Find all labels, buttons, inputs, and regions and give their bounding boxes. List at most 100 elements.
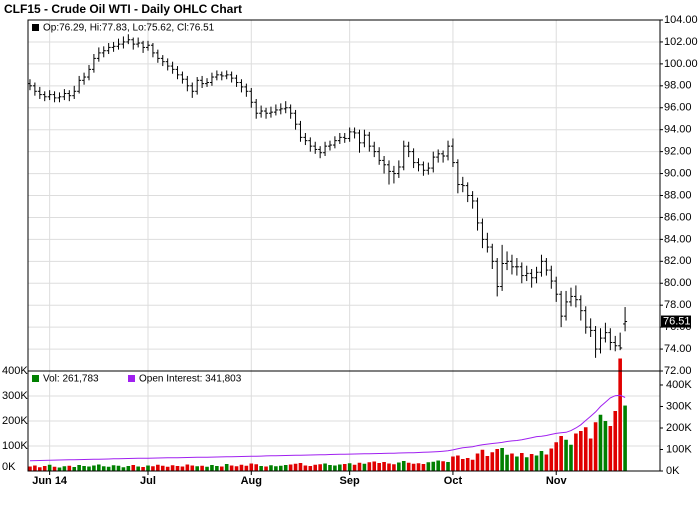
y-tick-label: 102.00 [664, 36, 698, 48]
volume-bar [569, 444, 573, 471]
volume-bar [456, 455, 460, 471]
volume-bar [175, 466, 180, 471]
volume-bar [283, 465, 288, 471]
volume-bar [254, 464, 259, 471]
chart-title: CLF15 - Crude Oil WTI - Daily OHLC Chart [4, 2, 242, 16]
y-tick-label: 94.00 [664, 124, 692, 136]
volume-bar [293, 463, 298, 471]
volume-bar [318, 464, 322, 471]
volume-bar [190, 465, 195, 471]
volume-bar [28, 466, 32, 471]
volume-bar [205, 466, 209, 471]
volume-bar [156, 464, 160, 471]
y-tick-label: 84.00 [664, 233, 692, 245]
volume-bar [244, 465, 249, 471]
volume-bar [146, 465, 150, 471]
volume-bar [362, 463, 367, 471]
volume-bar [97, 464, 101, 471]
y-tick-label: 72.00 [664, 365, 692, 377]
volume-bar [564, 439, 568, 471]
volume-bar [87, 466, 91, 471]
y2-tick-label: 400K [666, 379, 692, 391]
marks-layer [27, 34, 628, 471]
volume-bar [165, 466, 170, 471]
volume-bar [382, 462, 386, 471]
y-tick-label: 78.00 [664, 299, 692, 311]
volume-bar [598, 414, 603, 471]
volume-bar [308, 466, 313, 471]
legend-swatch [32, 24, 39, 31]
volume-bar [239, 464, 244, 471]
y2-tick-label: 0K [666, 465, 680, 477]
volume-bar [33, 465, 37, 471]
legend-entry: Open Interest: 341,803 [139, 374, 242, 385]
y-tick-label: 100.00 [664, 58, 698, 70]
volume-bar [515, 456, 519, 471]
volume-bar [210, 465, 214, 471]
volume-bar [67, 465, 72, 471]
y-tick-label: 86.00 [664, 211, 692, 223]
volume-bar [436, 460, 440, 471]
y2-tick-label: 200K [666, 422, 692, 434]
volume-bar [234, 466, 239, 471]
volume-bar [357, 462, 362, 471]
volume-bar [229, 465, 234, 471]
x-tick-label: Oct [444, 475, 463, 487]
volume-bar [485, 456, 490, 471]
volume-bar [519, 453, 524, 471]
volume-bar [151, 466, 155, 471]
volume-bar [559, 436, 563, 471]
volume-bar [185, 464, 190, 471]
volume-bar [224, 464, 229, 471]
volume-bar [121, 467, 126, 471]
volume-bar [77, 465, 81, 471]
volume-bar [298, 463, 303, 471]
y-tick-label: 90.00 [664, 167, 692, 179]
volume-bar [411, 463, 416, 471]
y2-tick-label: 300K [666, 400, 692, 412]
volume-bar [372, 461, 377, 471]
legend-entry: Vol: 261,783 [43, 374, 99, 385]
volume-bar [588, 438, 593, 471]
volume-bar [274, 466, 278, 471]
x-tick-label: Jun 14 [32, 475, 68, 487]
volume-bar [141, 467, 145, 471]
y-tick-label: 96.00 [664, 102, 692, 114]
volume-bar [126, 466, 131, 471]
volume-bar [52, 466, 57, 471]
open-interest-line [29, 394, 626, 462]
y-tick-label: 98.00 [664, 80, 692, 92]
last-price-box [661, 315, 691, 328]
volume-bar [170, 465, 175, 471]
volume-bar [406, 462, 411, 471]
volume-bar [613, 411, 618, 471]
volume-bar [259, 466, 263, 471]
volume-bar [524, 457, 529, 471]
volume-bar [279, 465, 283, 471]
x-tick-label: Nov [546, 475, 568, 487]
volume-bar [465, 458, 470, 471]
volume-bar [342, 464, 347, 471]
volume-bar [505, 454, 509, 471]
volume-bar [72, 467, 77, 471]
volume-panel-frame [27, 370, 661, 472]
y2-tick-label: 100K [666, 443, 692, 455]
volume-bar [377, 463, 381, 471]
y-tick-label: 200K [2, 415, 28, 427]
volume-bar [131, 465, 136, 471]
volume-bar [264, 466, 268, 471]
volume-bar [323, 463, 327, 471]
y-tick-label: 88.00 [664, 189, 692, 201]
y-tick-label: 80.00 [664, 277, 692, 289]
volume-bar [338, 464, 342, 471]
volume-bar [480, 449, 485, 471]
legend-swatch [128, 375, 135, 382]
volume-bar [534, 455, 539, 471]
volume-bar [579, 431, 583, 471]
volume-bar [136, 466, 140, 471]
volume-bar [42, 466, 47, 471]
y-tick-label: 104.00 [664, 14, 698, 26]
x-tick-label: Jul [140, 475, 156, 487]
volume-bar [47, 464, 52, 471]
volume-bar [416, 463, 421, 471]
